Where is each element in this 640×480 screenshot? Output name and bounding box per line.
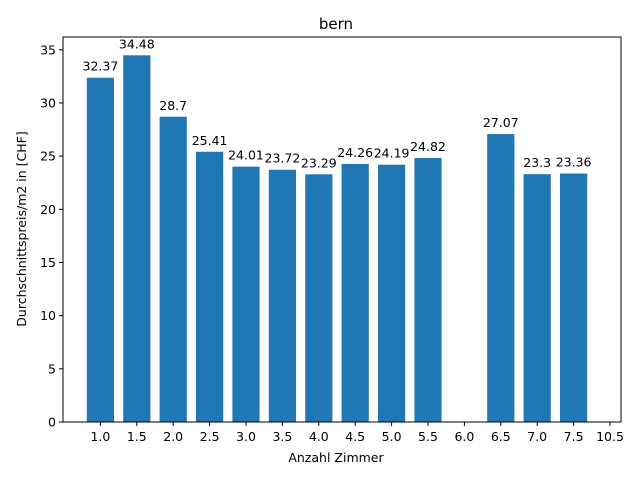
y-axis-ticks: 0 5 10 15 20 25 30 35	[40, 42, 63, 430]
y-tick-label: 15	[40, 255, 56, 270]
data-label-2.5: 25.41	[192, 133, 228, 148]
plot-frame	[62, 36, 622, 423]
bar-2.5	[196, 151, 224, 422]
x-tick-label: 10.5	[596, 429, 624, 444]
y-tick-label: 0	[48, 415, 56, 430]
x-tick-label: 6.0	[454, 429, 474, 444]
y-tick-label: 25	[40, 149, 56, 164]
x-tick-label: 6.5	[491, 429, 511, 444]
x-tick-label: 4.5	[345, 429, 365, 444]
bar-3.0	[232, 166, 260, 422]
bar-2.0	[159, 116, 187, 422]
data-label-5.0: 24.19	[374, 146, 410, 161]
x-axis-label: Anzahl Zimmer	[288, 450, 384, 465]
x-tick-label: 3.0	[236, 429, 256, 444]
x-tick-label: 2.5	[200, 429, 220, 444]
data-label-1.0: 32.37	[83, 59, 119, 74]
x-tick-label: 5.0	[382, 429, 402, 444]
bar-1.5	[123, 55, 151, 422]
bar-4.5	[341, 163, 369, 422]
x-tick-label: 5.5	[418, 429, 438, 444]
bar-6.5	[487, 134, 515, 422]
data-label-7.5: 23.36	[556, 155, 592, 170]
x-axis-ticks: 1.0 1.5 2.0 2.5 3.0 3.5 4.0 4.5 5.0 5.5 6.0 6.5 7.0 7…	[90, 422, 624, 444]
data-label-6.5: 27.07	[483, 115, 519, 130]
y-tick-label: 20	[40, 202, 56, 217]
x-tick-label: 3.5	[272, 429, 292, 444]
y-tick-label: 10	[40, 308, 56, 323]
data-label-2.0: 28.7	[159, 98, 187, 113]
data-label-5.5: 24.82	[410, 139, 446, 154]
bar-1.0	[86, 77, 114, 422]
bar-7.5	[560, 173, 588, 422]
data-label-4.5: 24.26	[337, 145, 373, 160]
data-label-3.5: 23.72	[265, 151, 301, 166]
bar-4.0	[305, 174, 333, 422]
bar-3.5	[268, 169, 296, 422]
bars-group	[86, 55, 588, 423]
y-axis-label: Durchschnittspreis/m2 in [CHF]	[14, 131, 29, 326]
x-tick-label: 1.0	[90, 429, 110, 444]
x-tick-label: 7.0	[527, 429, 547, 444]
chart-title: bern	[319, 15, 353, 33]
x-tick-label: 2.0	[163, 429, 183, 444]
y-tick-label: 30	[40, 95, 56, 110]
data-label-4.0: 23.29	[301, 155, 337, 170]
x-tick-label: 1.5	[127, 429, 147, 444]
data-label-3.0: 24.01	[228, 148, 264, 163]
bar-5.5	[414, 158, 442, 422]
y-tick-label: 5	[48, 361, 56, 376]
data-label-7.0: 23.3	[523, 155, 551, 170]
bar-7.0	[523, 174, 551, 422]
y-tick-label: 35	[40, 42, 56, 57]
x-tick-label: 7.5	[564, 429, 584, 444]
data-label-1.5: 34.48	[119, 36, 155, 51]
bar-5.0	[378, 164, 406, 423]
x-tick-label: 4.0	[309, 429, 329, 444]
